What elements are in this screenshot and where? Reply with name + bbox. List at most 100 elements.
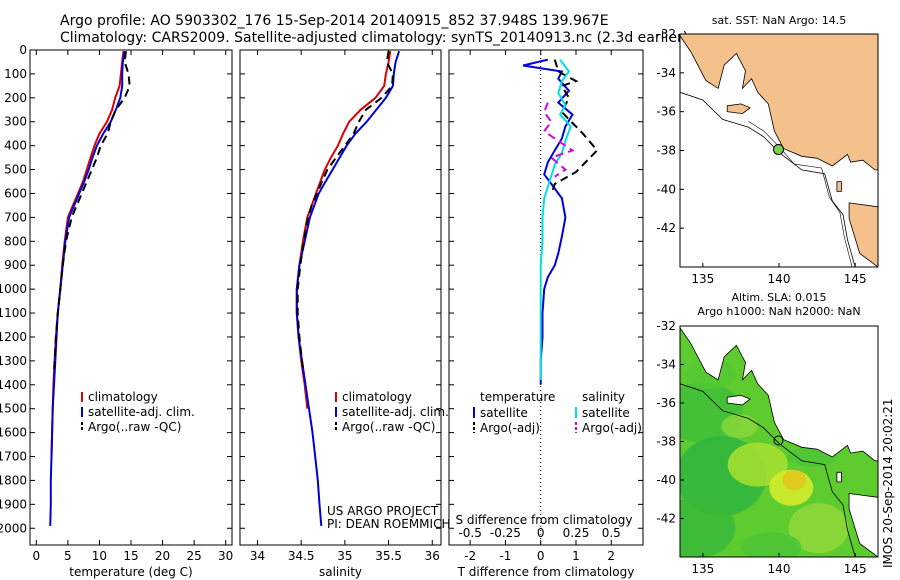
sst_map-lat-label: -34	[656, 66, 676, 80]
difference-xlabel: T difference from climatology	[457, 565, 635, 579]
temperature-xlabel: temperature (deg C)	[69, 565, 192, 579]
sla-land	[680, 326, 878, 462]
difference-xtick-label: 0	[537, 549, 545, 563]
sst-shelf-contour	[748, 121, 853, 267]
diff-legend-header-temperature: temperature	[480, 390, 555, 404]
difference-xtick-label: -2	[464, 549, 476, 563]
sst_map-lat-label: -42	[656, 221, 676, 235]
sla_map-lat-label: -36	[656, 396, 676, 410]
depth-tick-label: 200	[4, 91, 27, 105]
sla_map-lat-label: -32	[656, 319, 676, 333]
difference-series-salinity-argo-adj-	[542, 102, 575, 178]
salinity-series-argo-raw-qc-	[296, 51, 394, 373]
depth-tick-label: 400	[4, 139, 27, 153]
project-annotation-line-1: US ARGO PROJECT	[327, 504, 439, 518]
temperature-legend-label: satellite-adj. clim.	[88, 405, 195, 419]
sst-map-title: sat. SST: NaN Argo: 14.5	[712, 14, 846, 27]
temperature-axes-box	[29, 49, 233, 546]
salinity-legend-label: Argo(..raw -QC)	[342, 420, 435, 434]
difference-series-salinity-satellite	[539, 59, 572, 380]
salinity-xtick-label: 35.5	[375, 549, 402, 563]
salinity-series-satellite-adj-clim-	[295, 50, 401, 526]
salinity-legend-label: climatology	[342, 390, 412, 404]
sla_map-lat-label: -42	[656, 512, 676, 526]
sst_map-lon-label: 145	[844, 272, 867, 286]
temperature-legend-label: Argo(..raw -QC)	[88, 420, 181, 434]
salinity-diff-tick-label: 0.25	[563, 526, 590, 540]
sla-island	[726, 394, 751, 406]
sla-tasmania	[848, 493, 878, 557]
depth-tick-label: 1000	[0, 282, 27, 296]
salinity-xtick-label: 36	[425, 549, 440, 563]
sst-island	[726, 103, 751, 115]
temperature-xtick-label: 0	[32, 549, 40, 563]
sst_map-lat-label: -38	[656, 144, 676, 158]
temperature-series-argo-raw-qc-	[53, 51, 131, 373]
depth-tick-label: 1500	[0, 402, 27, 416]
temperature-series-satellite-adj-clim-	[49, 51, 126, 526]
sla_map-map-layer	[680, 326, 878, 557]
depth-tick-label: 100	[4, 67, 27, 81]
temperature-legend-label: climatology	[88, 390, 158, 404]
depth-tick-label: 900	[4, 258, 27, 272]
imos-watermark: IMOS 20-Sep-2014 20:02:21	[878, 300, 898, 570]
depth-tick-label: 600	[4, 186, 27, 200]
sla-map-title-line-1: Altim. SLA: 0.015	[731, 291, 826, 304]
sla-anomaly-patch	[680, 498, 736, 557]
sla-shelf-contour	[680, 383, 856, 557]
sst_map-lon-label: 135	[691, 272, 714, 286]
salinity-diff-tick-label: 0	[537, 526, 545, 540]
depth-tick-label: 1200	[0, 330, 27, 344]
depth-tick-label: 800	[4, 234, 27, 248]
sla_map-lat-label: -40	[656, 473, 676, 487]
depth-tick-label: 500	[4, 163, 27, 177]
sst_map-lat-label: -36	[656, 105, 676, 119]
sla-anomaly-patch	[788, 503, 849, 554]
sla-island	[836, 471, 842, 483]
temperature-xtick-label: 20	[155, 549, 170, 563]
sst_map-lat-label: -32	[656, 27, 676, 41]
temperature-xtick-label: 5	[64, 549, 72, 563]
depth-tick-label: 0	[19, 43, 27, 57]
depth-tick-label: 1800	[0, 473, 27, 487]
salinity-xtick-label: 35	[337, 549, 352, 563]
sst-tasmania	[848, 202, 878, 267]
temperature-xtick-label: 30	[218, 549, 233, 563]
salinity-diff-axis-label: S difference from climatology	[456, 513, 633, 527]
sst_map-lat-label: -40	[656, 182, 676, 196]
header-line-1: Argo profile: AO 5903302_176 15-Sep-2014…	[60, 13, 609, 29]
header-line-2: Climatology: CARS2009. Satellite-adjuste…	[60, 30, 689, 46]
temperature-xtick-label: 15	[123, 549, 138, 563]
depth-tick-label: 700	[4, 210, 27, 224]
sla_map-lat-label: -34	[656, 358, 676, 372]
sst-shelf-contour	[680, 91, 856, 267]
salinity-xtick-label: 34	[250, 549, 265, 563]
sst-argo-position-marker	[772, 143, 784, 155]
depth-tick-label: 1700	[0, 450, 27, 464]
salinity-legend-label: satellite-adj. clim.	[342, 405, 449, 419]
project-annotation-line-2: PI: DEAN ROEMMICH	[327, 517, 450, 531]
salinity-diff-tick-label: -0.25	[490, 526, 521, 540]
diff-legend-label: Argo(-adj)	[480, 421, 540, 435]
sla_map-lat-label: -38	[656, 435, 676, 449]
depth-tick-label: 1900	[0, 497, 27, 511]
difference-xtick-label: 1	[572, 549, 580, 563]
sla_map-lon-label: 140	[768, 562, 791, 576]
sla-anomaly-patch	[782, 470, 807, 490]
salinity-xtick-label: 34.5	[288, 549, 315, 563]
diff-legend-label: Argo(-adj)	[582, 421, 642, 435]
sst_map-lon-label: 140	[768, 272, 791, 286]
difference-series-temperature-satellite	[522, 58, 574, 385]
sst_map-map-layer	[680, 34, 878, 267]
salinity-diff-tick-label: -0.5	[458, 526, 481, 540]
sla-anomaly-patch	[727, 442, 788, 487]
sla-anomaly-patch	[741, 532, 802, 557]
salinity-diff-tick-label: 0.5	[602, 526, 621, 540]
salinity-xlabel: salinity	[319, 565, 362, 579]
depth-tick-label: 2000	[0, 521, 27, 535]
sla-argo-position-marker	[773, 435, 784, 446]
sst-island	[836, 181, 842, 192]
difference-xtick-label: 2	[607, 549, 615, 563]
depth-tick-label: 1100	[0, 306, 27, 320]
